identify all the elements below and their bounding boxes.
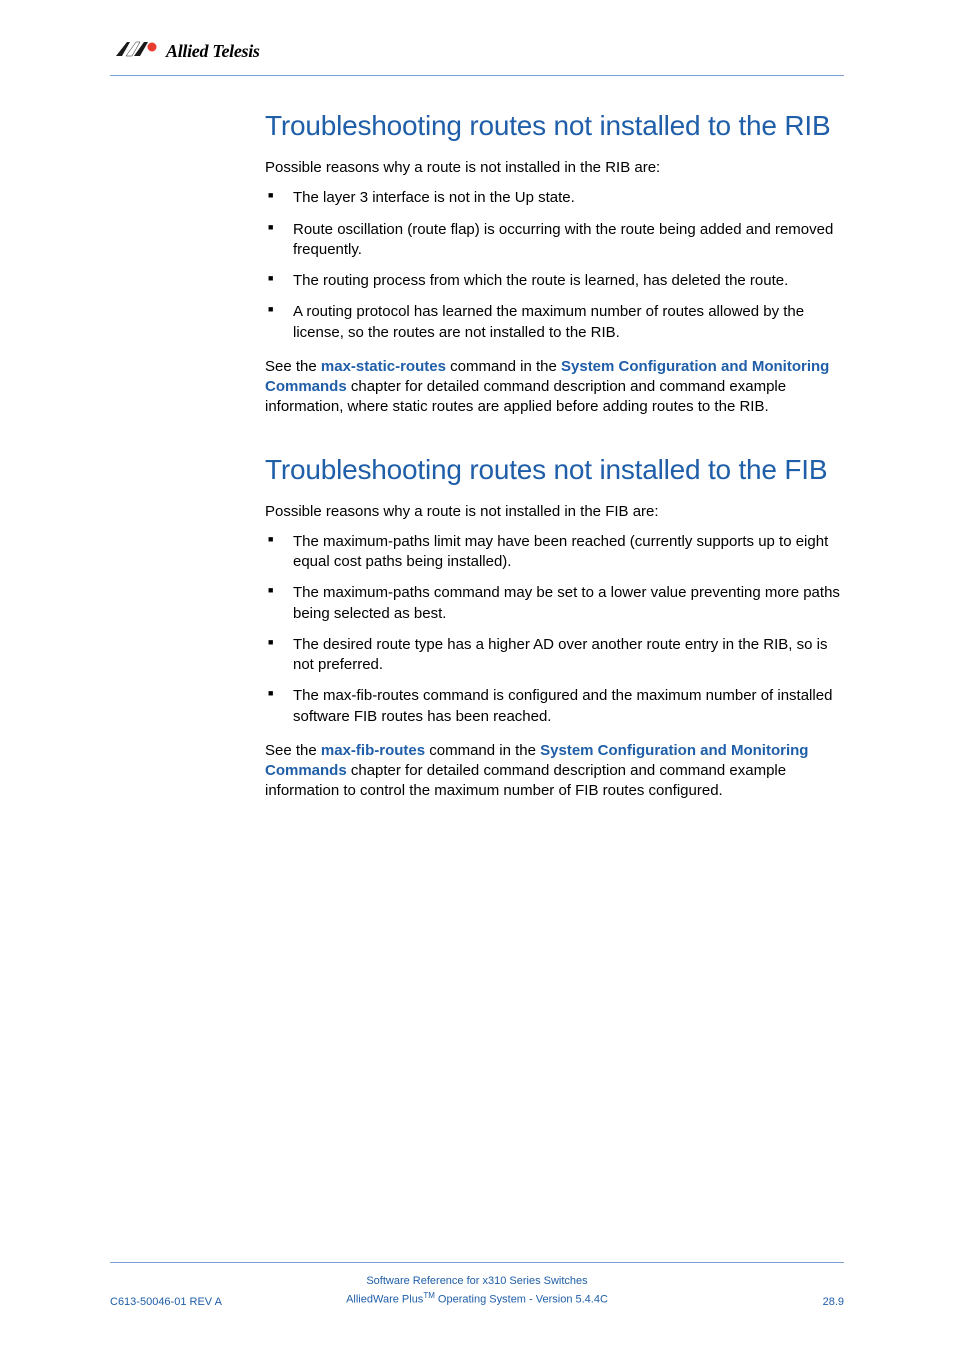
list-item: The desired route type has a higher AD o… [265, 635, 844, 676]
page-number: 28.9 [714, 1296, 844, 1308]
footer-subtitle: AlliedWare PlusTM Operating System - Ver… [240, 1290, 714, 1308]
link-max-static-routes[interactable]: max-static-routes [321, 358, 446, 375]
text-run: command in the [446, 358, 561, 375]
text-run: AlliedWare Plus [346, 1294, 423, 1306]
brand-logo: Allied Telesis [116, 40, 844, 63]
closing-paragraph-fib: See the max-fib-routes command in the Sy… [265, 741, 844, 802]
list-item: A routing protocol has learned the maxim… [265, 302, 844, 343]
brand-name: Allied Telesis [166, 41, 260, 62]
footer-title: Software Reference for x310 Series Switc… [240, 1273, 714, 1290]
bullet-list-fib: The maximum-paths limit may have been re… [265, 532, 844, 727]
list-item: The layer 3 interface is not in the Up s… [265, 188, 844, 208]
list-item: The maximum-paths limit may have been re… [265, 532, 844, 573]
trademark-icon: TM [423, 1291, 435, 1300]
text-run: See the [265, 358, 321, 375]
text-run: Operating System - Version 5.4.4C [435, 1294, 608, 1306]
link-max-fib-routes[interactable]: max-fib-routes [321, 742, 425, 759]
text-run: command in the [425, 742, 540, 759]
closing-paragraph-rib: See the max-static-routes command in the… [265, 357, 844, 418]
text-run: See the [265, 742, 321, 759]
list-item: Route oscillation (route flap) is occurr… [265, 220, 844, 261]
footer-rule [110, 1262, 844, 1263]
logo-mark-icon [116, 40, 160, 63]
list-item: The maximum-paths command may be set to … [265, 583, 844, 624]
section-heading-rib: Troubleshooting routes not installed to … [265, 110, 844, 142]
footer-doc-id: C613-50046-01 REV A [110, 1296, 240, 1308]
main-content: Troubleshooting routes not installed to … [265, 110, 844, 802]
list-item: The routing process from which the route… [265, 271, 844, 291]
page-footer: C613-50046-01 REV A Software Reference f… [110, 1262, 844, 1308]
header-rule [110, 75, 844, 76]
list-item: The max-fib-routes command is configured… [265, 686, 844, 727]
intro-paragraph-rib: Possible reasons why a route is not inst… [265, 158, 844, 178]
section-heading-fib: Troubleshooting routes not installed to … [265, 454, 844, 486]
intro-paragraph-fib: Possible reasons why a route is not inst… [265, 502, 844, 522]
footer-center: Software Reference for x310 Series Switc… [240, 1273, 714, 1308]
bullet-list-rib: The layer 3 interface is not in the Up s… [265, 188, 844, 343]
